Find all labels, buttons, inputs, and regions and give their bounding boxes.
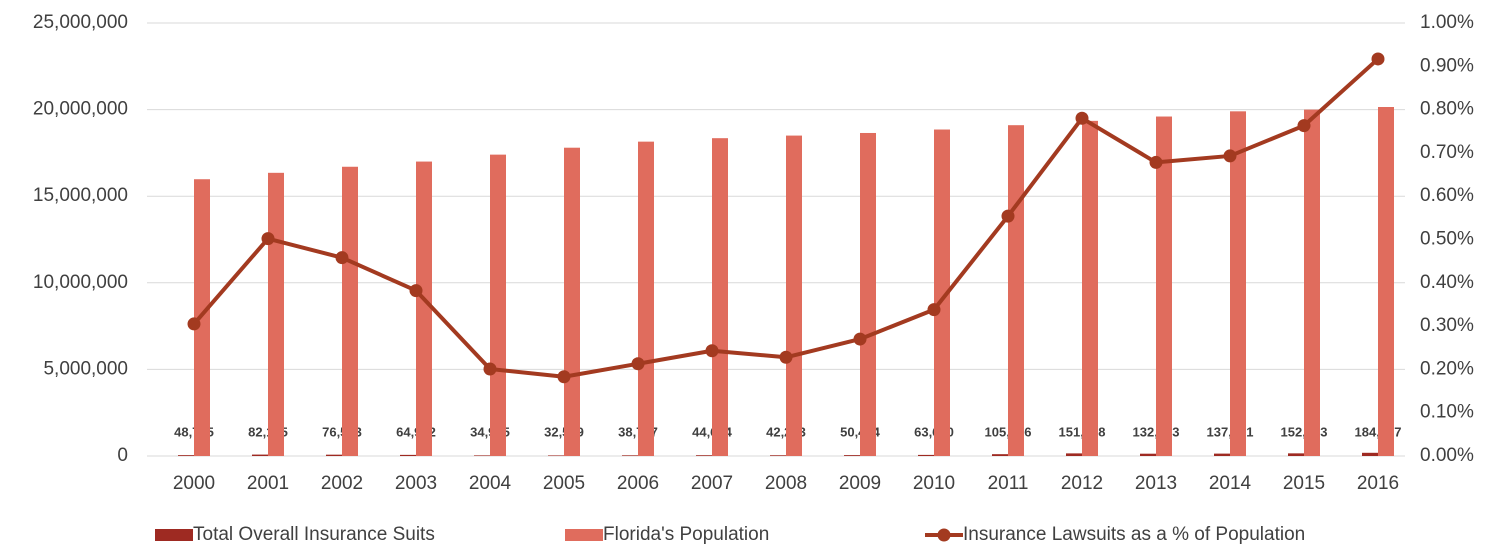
x-tick-label: 2006 bbox=[617, 473, 659, 494]
x-tick-label: 2007 bbox=[691, 473, 733, 494]
line-marker bbox=[335, 251, 349, 265]
y2-tick-label: 0.00% bbox=[1420, 445, 1474, 466]
line-marker bbox=[1001, 209, 1015, 223]
line-marker bbox=[557, 370, 571, 384]
x-tick-label: 2003 bbox=[395, 473, 437, 494]
y2-tick-label: 0.70% bbox=[1420, 142, 1474, 163]
bar bbox=[1288, 453, 1304, 456]
bar bbox=[1378, 107, 1394, 456]
y-tick-label: 10,000,000 bbox=[33, 272, 128, 293]
line-marker bbox=[927, 303, 941, 317]
line-marker bbox=[1223, 149, 1237, 163]
y-tick-label: 0 bbox=[117, 445, 128, 466]
bar bbox=[844, 455, 860, 456]
x-tick-label: 2005 bbox=[543, 473, 585, 494]
bar bbox=[268, 172, 284, 456]
line-marker bbox=[187, 317, 201, 331]
bar bbox=[696, 455, 712, 456]
bar bbox=[326, 454, 342, 456]
x-tick-label: 2014 bbox=[1209, 473, 1252, 494]
bar bbox=[252, 454, 268, 456]
x-tick-label: 2015 bbox=[1283, 473, 1325, 494]
bar bbox=[564, 147, 580, 457]
line-marker bbox=[631, 357, 645, 371]
bar bbox=[770, 455, 786, 456]
y2-tick-label: 0.30% bbox=[1420, 315, 1474, 336]
y-tick-label: 20,000,000 bbox=[33, 99, 128, 120]
line-marker bbox=[779, 350, 793, 364]
y2-tick-label: 0.50% bbox=[1420, 229, 1474, 250]
bar bbox=[786, 135, 802, 456]
line-marker bbox=[705, 344, 719, 358]
x-tick-label: 2008 bbox=[765, 473, 807, 494]
legend-swatch bbox=[937, 528, 951, 542]
bar bbox=[1066, 453, 1082, 456]
bar bbox=[1230, 111, 1246, 456]
line-marker bbox=[1371, 52, 1385, 66]
legend-swatch bbox=[155, 529, 193, 541]
bar bbox=[712, 138, 728, 457]
y2-tick-label: 0.20% bbox=[1420, 358, 1474, 379]
x-tick-label: 2012 bbox=[1061, 473, 1103, 494]
x-tick-label: 2009 bbox=[839, 473, 881, 494]
y2-tick-label: 0.60% bbox=[1420, 185, 1474, 206]
bar bbox=[1140, 453, 1156, 456]
bar bbox=[638, 141, 654, 456]
bar bbox=[622, 455, 638, 456]
bar bbox=[934, 129, 950, 456]
x-tick-label: 2004 bbox=[469, 473, 512, 494]
bar bbox=[1362, 452, 1378, 456]
x-tick-label: 2002 bbox=[321, 473, 363, 494]
y-tick-label: 15,000,000 bbox=[33, 185, 128, 206]
x-tick-label: 2000 bbox=[173, 473, 215, 494]
line-marker bbox=[409, 284, 423, 298]
bar bbox=[1156, 116, 1172, 456]
bar bbox=[1082, 120, 1098, 456]
line-marker bbox=[1297, 119, 1311, 133]
bar bbox=[992, 454, 1008, 456]
bar bbox=[178, 455, 194, 456]
line-marker bbox=[261, 232, 275, 246]
legend-label: Insurance Lawsuits as a % of Population bbox=[963, 524, 1305, 545]
y2-tick-label: 0.90% bbox=[1420, 55, 1474, 76]
y2-tick-label: 0.80% bbox=[1420, 99, 1474, 120]
legend-label: Total Overall Insurance Suits bbox=[193, 524, 435, 545]
bar bbox=[1214, 453, 1230, 456]
bar bbox=[400, 454, 416, 456]
y2-tick-label: 0.40% bbox=[1420, 272, 1474, 293]
x-tick-label: 2013 bbox=[1135, 473, 1177, 494]
y2-tick-label: 1.00% bbox=[1420, 12, 1474, 33]
bar bbox=[548, 455, 564, 456]
y-tick-label: 5,000,000 bbox=[43, 358, 128, 379]
bar bbox=[1008, 125, 1024, 457]
x-tick-label: 2010 bbox=[913, 473, 955, 494]
bar bbox=[860, 132, 876, 456]
legend-label: Florida's Population bbox=[603, 524, 769, 545]
y2-tick-label: 0.10% bbox=[1420, 402, 1474, 423]
legend-swatch bbox=[565, 529, 603, 541]
line-marker bbox=[483, 362, 497, 376]
line-marker bbox=[853, 332, 867, 346]
bar bbox=[1304, 109, 1320, 456]
bar bbox=[342, 166, 358, 457]
x-tick-label: 2011 bbox=[988, 473, 1029, 494]
x-tick-label: 2001 bbox=[247, 473, 289, 494]
bar bbox=[416, 161, 432, 456]
line-marker bbox=[1149, 155, 1163, 169]
bar bbox=[490, 154, 506, 456]
bar bbox=[474, 455, 490, 456]
line-marker bbox=[1075, 111, 1089, 125]
y-tick-label: 25,000,000 bbox=[33, 12, 128, 33]
x-tick-label: 2016 bbox=[1357, 473, 1399, 494]
bar bbox=[918, 454, 934, 456]
